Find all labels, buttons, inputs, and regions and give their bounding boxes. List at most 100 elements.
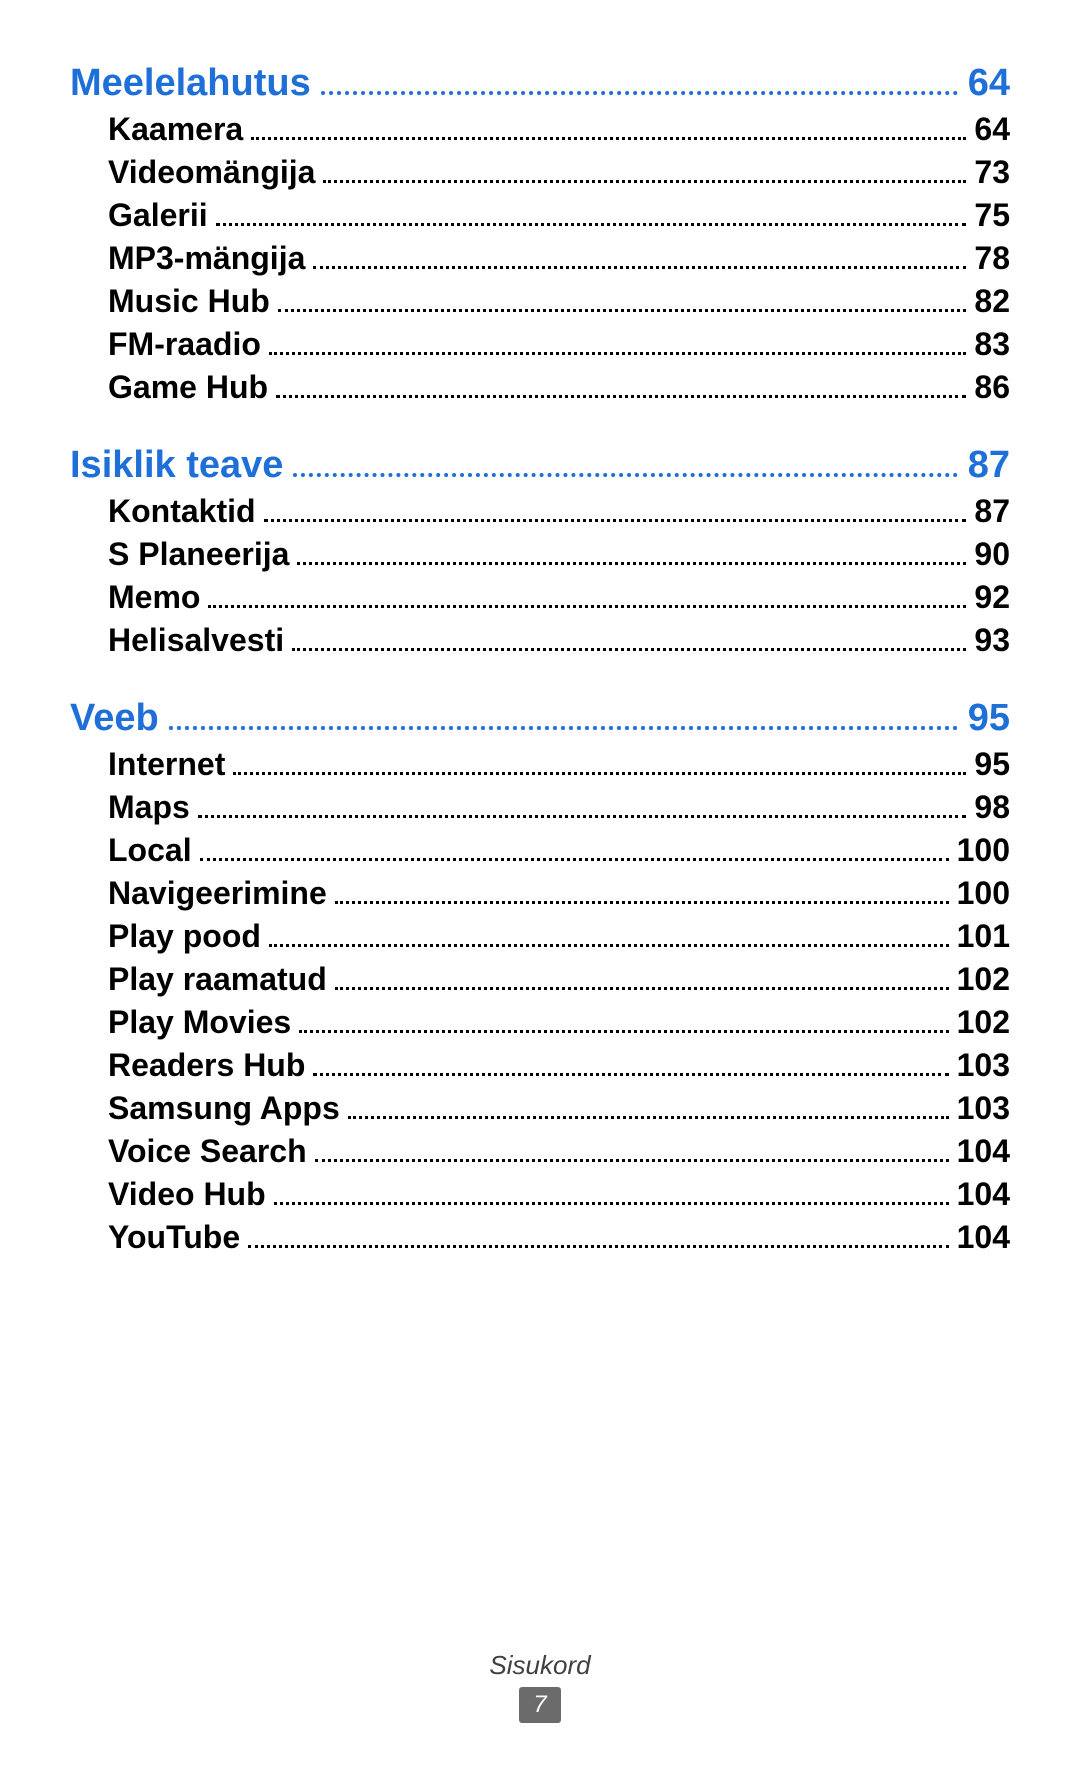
toc-item-label: Galerii: [108, 197, 208, 234]
toc-item[interactable]: Voice Search 104: [108, 1133, 1010, 1170]
toc-section[interactable]: Isiklik teave 87: [70, 444, 1010, 487]
toc-item-page: 95: [974, 746, 1010, 783]
toc-item-page: 78: [974, 240, 1010, 277]
toc-section-title: Isiklik teave: [70, 444, 283, 487]
toc-leader: [292, 639, 966, 651]
toc-item-page: 83: [974, 326, 1010, 363]
toc-item[interactable]: Internet 95: [108, 746, 1010, 783]
toc-item[interactable]: S Planeerija 90: [108, 536, 1010, 573]
page-number-badge: 7: [519, 1687, 561, 1723]
toc-item-label: Local: [108, 832, 192, 869]
toc-item-page: 87: [974, 493, 1010, 530]
toc-item-label: Play pood: [108, 918, 261, 955]
toc-item[interactable]: MP3-mängija 78: [108, 240, 1010, 277]
page: Meelelahutus 64 Kaamera 64 Videomängija 73 Gal…: [0, 0, 1080, 1771]
toc-leader: [313, 257, 966, 269]
toc-leader: [335, 892, 949, 904]
toc-leader: [216, 214, 967, 226]
toc-leader: [321, 81, 958, 95]
toc-item-page: 100: [957, 875, 1010, 912]
toc-item-label: Videomängija: [108, 154, 315, 191]
toc-leader: [313, 1064, 948, 1076]
toc-item-page: 102: [957, 961, 1010, 998]
toc-leader: [299, 1021, 948, 1033]
toc-item-page: 93: [974, 622, 1010, 659]
toc-item[interactable]: Local 100: [108, 832, 1010, 869]
toc-section-page: 87: [968, 444, 1010, 487]
toc-item[interactable]: Play raamatud 102: [108, 961, 1010, 998]
toc-leader: [248, 1236, 948, 1248]
toc-item-page: 104: [957, 1219, 1010, 1256]
toc-item[interactable]: Samsung Apps103: [108, 1090, 1010, 1127]
toc-item-label: Music Hub: [108, 283, 270, 320]
toc-item[interactable]: Memo92: [108, 579, 1010, 616]
toc-item-label: Voice Search: [108, 1133, 307, 1170]
toc-item-label: Kontaktid: [108, 493, 256, 530]
toc-leader: [335, 978, 949, 990]
footer-label: Sisukord: [0, 1650, 1080, 1681]
toc-item-page: 104: [957, 1133, 1010, 1170]
toc-item-label: Helisalvesti: [108, 622, 284, 659]
toc-leader: [348, 1107, 949, 1119]
toc-item-label: Internet: [108, 746, 225, 783]
table-of-contents: Meelelahutus 64 Kaamera 64 Videomängija 73 Gal…: [70, 62, 1010, 1256]
toc-leader: [323, 171, 966, 183]
toc-item[interactable]: Play pood 101: [108, 918, 1010, 955]
toc-item-page: 100: [957, 832, 1010, 869]
toc-item[interactable]: Play Movies 102: [108, 1004, 1010, 1041]
toc-section-title: Meelelahutus: [70, 62, 311, 105]
toc-item-label: YouTube: [108, 1219, 240, 1256]
toc-item-page: 75: [974, 197, 1010, 234]
toc-item-page: 73: [974, 154, 1010, 191]
toc-leader: [278, 300, 967, 312]
toc-item-page: 86: [974, 369, 1010, 406]
toc-leader: [208, 596, 966, 608]
toc-item[interactable]: FM-raadio83: [108, 326, 1010, 363]
page-footer: Sisukord 7: [0, 1650, 1080, 1723]
toc-item-page: 98: [974, 789, 1010, 826]
toc-leader: [274, 1193, 949, 1205]
toc-item[interactable]: Navigeerimine 100: [108, 875, 1010, 912]
toc-leader: [269, 343, 967, 355]
toc-item[interactable]: Galerii 75: [108, 197, 1010, 234]
toc-item[interactable]: Music Hub82: [108, 283, 1010, 320]
toc-item[interactable]: Readers Hub 103: [108, 1047, 1010, 1084]
toc-item[interactable]: Videomängija 73: [108, 154, 1010, 191]
toc-item-label: S Planeerija: [108, 536, 289, 573]
toc-item-label: Navigeerimine: [108, 875, 327, 912]
toc-leader: [200, 849, 949, 861]
toc-section[interactable]: Veeb 95: [70, 697, 1010, 740]
toc-item[interactable]: Maps 98: [108, 789, 1010, 826]
toc-leader: [264, 510, 967, 522]
toc-item-page: 90: [974, 536, 1010, 573]
toc-item[interactable]: Kontaktid 87: [108, 493, 1010, 530]
toc-leader: [293, 463, 957, 477]
toc-section-page: 95: [968, 697, 1010, 740]
toc-leader: [198, 806, 967, 818]
toc-item[interactable]: Kaamera 64: [108, 111, 1010, 148]
toc-item[interactable]: Helisalvesti 93: [108, 622, 1010, 659]
toc-item-label: MP3-mängija: [108, 240, 305, 277]
toc-item-label: Maps: [108, 789, 190, 826]
toc-item-page: 103: [957, 1047, 1010, 1084]
toc-leader: [297, 553, 966, 565]
toc-item-label: Play raamatud: [108, 961, 327, 998]
toc-item[interactable]: Game Hub 86: [108, 369, 1010, 406]
toc-item-page: 101: [957, 918, 1010, 955]
toc-item[interactable]: Video Hub104: [108, 1176, 1010, 1213]
toc-item-page: 64: [974, 111, 1010, 148]
toc-item[interactable]: YouTube 104: [108, 1219, 1010, 1256]
toc-item-label: Game Hub: [108, 369, 268, 406]
toc-item-label: Kaamera: [108, 111, 243, 148]
toc-item-page: 102: [957, 1004, 1010, 1041]
toc-leader: [276, 386, 966, 398]
toc-item-label: Play Movies: [108, 1004, 291, 1041]
toc-leader: [269, 935, 949, 947]
toc-item-label: Readers Hub: [108, 1047, 305, 1084]
toc-item-label: Memo: [108, 579, 200, 616]
toc-item-label: Video Hub: [108, 1176, 266, 1213]
toc-section-title: Veeb: [70, 697, 159, 740]
toc-section[interactable]: Meelelahutus 64: [70, 62, 1010, 105]
toc-section-page: 64: [968, 62, 1010, 105]
toc-item-page: 103: [957, 1090, 1010, 1127]
